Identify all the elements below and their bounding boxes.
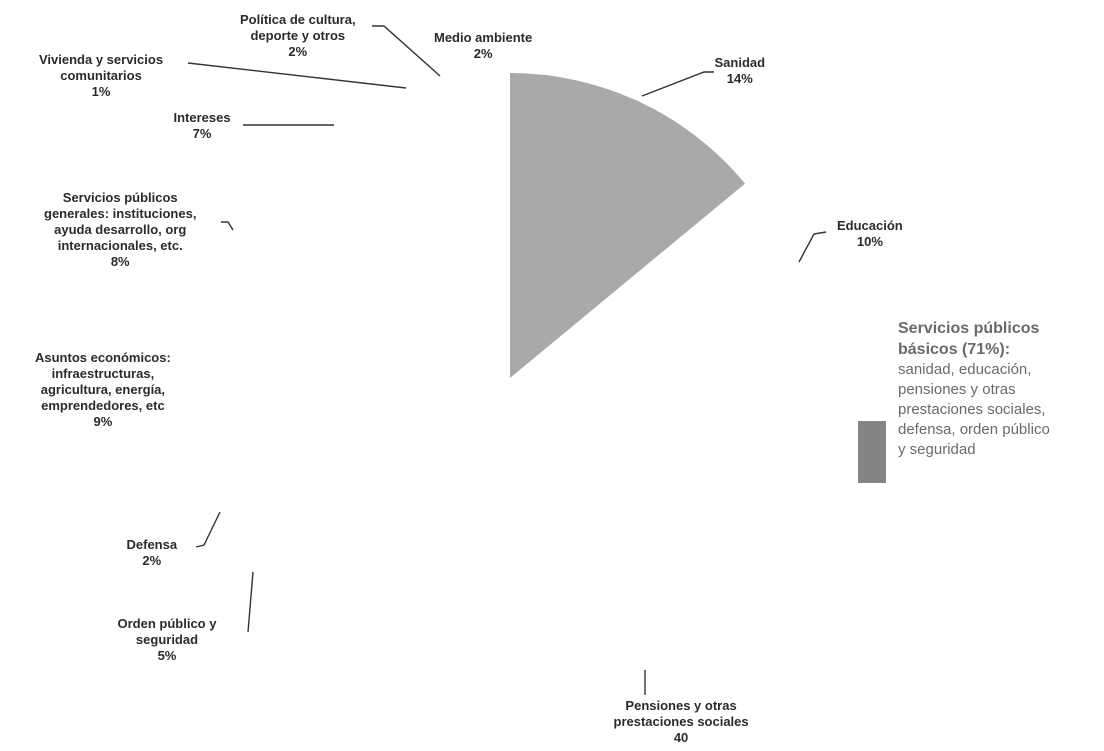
leader-line xyxy=(798,231,827,263)
slice-value-label: 9% xyxy=(93,414,113,429)
slice-value-label: 14% xyxy=(726,71,753,86)
pie-slice xyxy=(220,156,510,378)
slice-label-text: Intereses xyxy=(173,110,231,125)
pie-slice xyxy=(226,378,510,572)
pie-slice xyxy=(416,83,510,378)
slice-value-label: 2% xyxy=(473,46,493,61)
slice-label: Defensa 2% xyxy=(127,537,178,569)
slice-label-text: Educación xyxy=(837,218,903,233)
leader-line xyxy=(195,511,221,548)
pie-slice xyxy=(301,88,510,378)
slice-value-label: 1% xyxy=(91,84,111,99)
slice-value-label: 5% xyxy=(157,648,177,663)
leader-line xyxy=(187,62,407,89)
slice-label-text: Vivienda y servicios comunitarios xyxy=(39,52,164,83)
leader-line xyxy=(221,221,234,231)
pie-slice xyxy=(275,359,815,683)
slice-label-text: Política de cultura, deporte y otros xyxy=(240,12,356,43)
slice-value-label: 2% xyxy=(288,44,308,59)
leader-line xyxy=(247,571,254,633)
leader-line xyxy=(372,25,441,77)
slice-label: Orden público y seguridad 5% xyxy=(118,616,217,664)
slice-value-label: 40 xyxy=(673,730,689,745)
pie-slice xyxy=(472,73,510,378)
legend: Servicios públicos básicos (71%): sanida… xyxy=(856,318,1104,483)
pie-slice xyxy=(510,73,746,378)
slice-label: Medio ambiente 2% xyxy=(434,30,532,62)
slice-label: Educación 10% xyxy=(837,218,903,250)
slice-label: Asuntos económicos: infraestructuras, ag… xyxy=(35,350,171,430)
slice-label: Pensiones y otras prestaciones sociales 4… xyxy=(614,698,749,746)
slice-value-label: 2% xyxy=(142,553,162,568)
slice-label-text: Asuntos económicos: infraestructuras, ag… xyxy=(35,350,171,413)
slice-label-text: Medio ambiente xyxy=(434,30,533,45)
legend-title: Servicios públicos básicos (71%): xyxy=(898,320,1040,358)
slice-label-text: Defensa xyxy=(126,537,178,552)
pie-slice xyxy=(434,75,510,378)
slice-value-label: 7% xyxy=(192,126,212,141)
slice-label: Intereses 7% xyxy=(174,110,231,142)
slice-label-text: Servicios públicos generales: institucio… xyxy=(44,190,197,253)
legend-description: sanidad, educación, pensiones y otras pr… xyxy=(898,361,1050,458)
legend-swatch xyxy=(858,421,886,483)
slice-label: Política de cultura, deporte y otros 2% xyxy=(240,12,356,60)
slice-label-text: Orden público y seguridad xyxy=(117,616,217,647)
leader-line xyxy=(641,71,714,97)
slice-label-text: Sanidad xyxy=(714,55,766,70)
pie-slice xyxy=(215,378,510,490)
slice-value-label: 10% xyxy=(856,234,883,249)
slice-label: Vivienda y servicios comunitarios 1% xyxy=(39,52,163,100)
pie-slice xyxy=(205,284,510,454)
slice-label: Sanidad 14% xyxy=(715,55,766,87)
slice-label: Servicios públicos generales: institucio… xyxy=(44,190,196,270)
slice-label-text: Pensiones y otras prestaciones sociales xyxy=(613,698,749,729)
slice-value-label: 8% xyxy=(110,254,130,269)
